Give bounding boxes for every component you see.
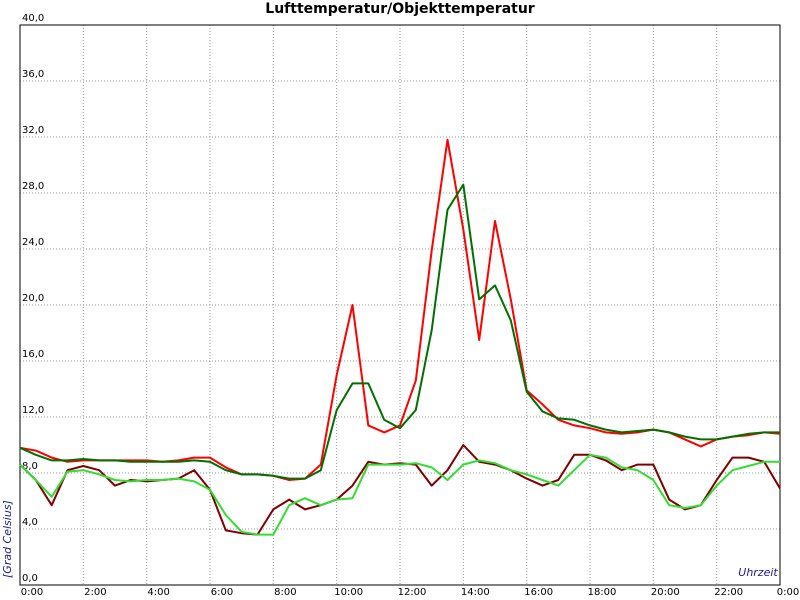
x-tick-label: 6:00 [211, 587, 233, 598]
x-tick-label: 2:00 [84, 587, 106, 598]
series-line [19, 453, 780, 536]
x-tick-label: 0:00 [21, 587, 43, 598]
y-tick-label: 24,0 [22, 237, 44, 248]
y-tick-label: 36,0 [22, 69, 44, 80]
y-tick-label: 32,0 [22, 125, 44, 136]
y-tick-label: 28,0 [22, 181, 44, 192]
y-axis-label: [Grad Celsius] [1, 500, 14, 578]
x-tick-label: 20:00 [651, 587, 680, 598]
y-tick-label: 16,0 [22, 349, 44, 360]
y-tick-label: 0,0 [22, 573, 38, 584]
x-tick-label: 14:00 [461, 587, 490, 598]
y-tick-label: 12,0 [22, 405, 44, 416]
x-tick-label: 22:00 [714, 587, 743, 598]
x-axis-label: Uhrzeit [738, 566, 778, 579]
y-tick-label: 8,0 [22, 461, 38, 472]
x-tick-label: 10:00 [334, 587, 363, 598]
y-tick-label: 4,0 [22, 517, 38, 528]
x-tick-label: 4:00 [147, 587, 169, 598]
x-tick-label: 12:00 [398, 587, 427, 598]
x-tick-label: 18:00 [588, 587, 617, 598]
plot-frame [19, 24, 781, 586]
x-tick-label: 8:00 [274, 587, 296, 598]
series-line [19, 183, 780, 480]
x-tick-label: 0:00 [777, 587, 799, 598]
series-line [19, 444, 781, 536]
y-tick-label: 40,0 [22, 13, 44, 24]
y-tick-label: 20,0 [22, 293, 44, 304]
chart-title: Lufttemperatur/Objekttemperatur [265, 1, 535, 17]
x-tick-label: 16:00 [524, 587, 553, 598]
